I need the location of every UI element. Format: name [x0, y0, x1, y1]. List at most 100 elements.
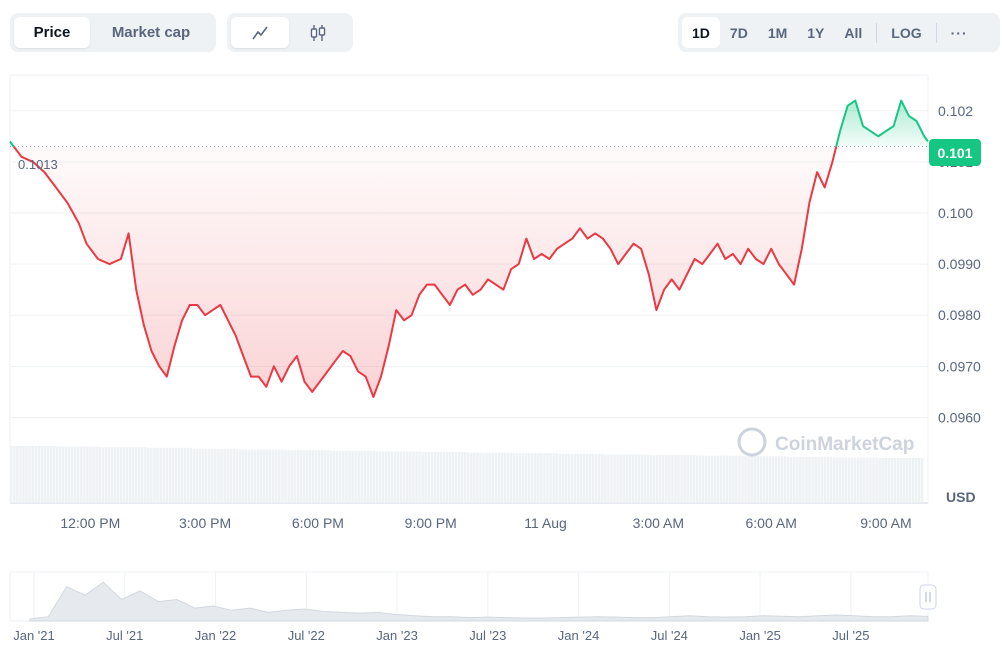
volume-bar [403, 451, 406, 503]
volume-bar [204, 449, 208, 503]
current-price-text: 0.101 [937, 145, 972, 161]
x-tick-label: 3:00 PM [179, 515, 231, 531]
volume-bar [579, 453, 583, 503]
volume-bar [89, 446, 92, 503]
line-chart-icon[interactable] [231, 17, 289, 48]
volume-bar [701, 455, 705, 503]
volume-bar [582, 453, 586, 503]
tab-price[interactable]: Price [14, 17, 90, 48]
volume-bar [381, 451, 385, 503]
volume-bar [887, 458, 891, 503]
volume-bar [634, 454, 638, 503]
volume-bar [241, 449, 245, 503]
volume-bar [214, 449, 217, 503]
volume-bar [412, 451, 415, 503]
volume-bar [229, 449, 232, 503]
candlestick-icon[interactable] [289, 17, 347, 48]
volume-bar [518, 453, 522, 503]
volume-bar [802, 456, 805, 503]
volume-bar [424, 452, 427, 503]
volume-bar [208, 449, 211, 503]
volume-bar [268, 449, 272, 503]
navigator-handle[interactable] [919, 584, 937, 610]
volume-bar [826, 456, 830, 503]
overview-tick-label: Jan '24 [558, 628, 600, 643]
up-area [836, 100, 928, 147]
range-1y[interactable]: 1Y [807, 24, 825, 41]
volume-bar [719, 455, 723, 503]
overview-area [29, 581, 929, 622]
volume-bar [741, 456, 744, 503]
overview-tick-label: Jul '21 [106, 628, 143, 643]
volume-bar [875, 457, 878, 503]
volume-bar [415, 451, 418, 503]
volume-bar [73, 446, 77, 503]
volume-bar [786, 456, 790, 503]
volume-bar [625, 454, 629, 503]
volume-bar [357, 450, 360, 503]
volume-bar [753, 456, 756, 503]
volume-bar [113, 447, 117, 503]
volume-bar [598, 453, 601, 503]
volume-bar [607, 454, 610, 503]
toolbar-divider [935, 22, 937, 43]
volume-bar [317, 450, 321, 503]
volume-bar [98, 446, 101, 503]
toolbar-divider [876, 22, 878, 43]
overview-x-axis: Jan '21 Jul '21 Jan '22 Jul '22 Jan '23 Jul '… [13, 628, 869, 643]
price-area [10, 100, 928, 397]
up-line [835, 99, 929, 147]
volume-bar [829, 456, 833, 503]
volume-bar [332, 450, 336, 503]
volume-bar [43, 446, 47, 503]
x-tick-label: 9:00 AM [860, 515, 911, 531]
volume-bar [591, 453, 595, 503]
range-1m[interactable]: 1M [767, 24, 788, 41]
volume-bar [622, 454, 625, 503]
volume-bar [835, 457, 839, 503]
volume-bar [393, 451, 397, 503]
x-tick-label: 6:00 AM [745, 515, 796, 531]
log-scale-button[interactable]: LOG [891, 24, 922, 41]
volume-bar [31, 446, 34, 503]
volume-bar [729, 455, 732, 503]
volume-bar [869, 457, 872, 503]
volume-bar [534, 453, 537, 503]
volume-bar [162, 447, 165, 503]
overview-tick-label: Jul '22 [288, 628, 325, 643]
volume-bar [585, 453, 589, 503]
range-1d[interactable]: 1D [682, 17, 720, 48]
volume-bar [881, 458, 884, 503]
more-options-button[interactable]: ··· [950, 24, 968, 41]
volume-bar [738, 455, 741, 503]
volume-bar [77, 446, 80, 503]
volume-bar [683, 455, 686, 503]
volume-bar [150, 447, 153, 503]
y-tick-label: 0.0980 [938, 307, 981, 323]
volume-bar [217, 449, 220, 503]
volume-bar [844, 457, 848, 503]
volume-bar [884, 458, 887, 503]
x-tick-label: 12:00 PM [60, 515, 120, 531]
volume-bar [244, 449, 248, 503]
range-all[interactable]: All [844, 24, 863, 41]
volume-bar [817, 456, 820, 503]
volume-bar [348, 450, 351, 503]
volume-bar [713, 455, 717, 503]
overview-tick-label: Jul '25 [832, 628, 869, 643]
tab-market-cap[interactable]: Market cap [111, 24, 191, 41]
volume-bar [25, 446, 28, 503]
volume-bar [354, 450, 357, 503]
volume-bar [134, 447, 138, 503]
volume-bar [250, 449, 254, 503]
volume-bar [750, 456, 753, 503]
volume-bar [128, 447, 132, 503]
drag-handle-icon[interactable] [919, 584, 937, 610]
volume-bar [198, 449, 202, 503]
volume-bar [789, 456, 793, 503]
range-7d[interactable]: 7D [729, 24, 748, 41]
volume-bar [174, 447, 178, 503]
overview-navigator[interactable] [9, 571, 929, 622]
volume-bar [631, 454, 635, 503]
